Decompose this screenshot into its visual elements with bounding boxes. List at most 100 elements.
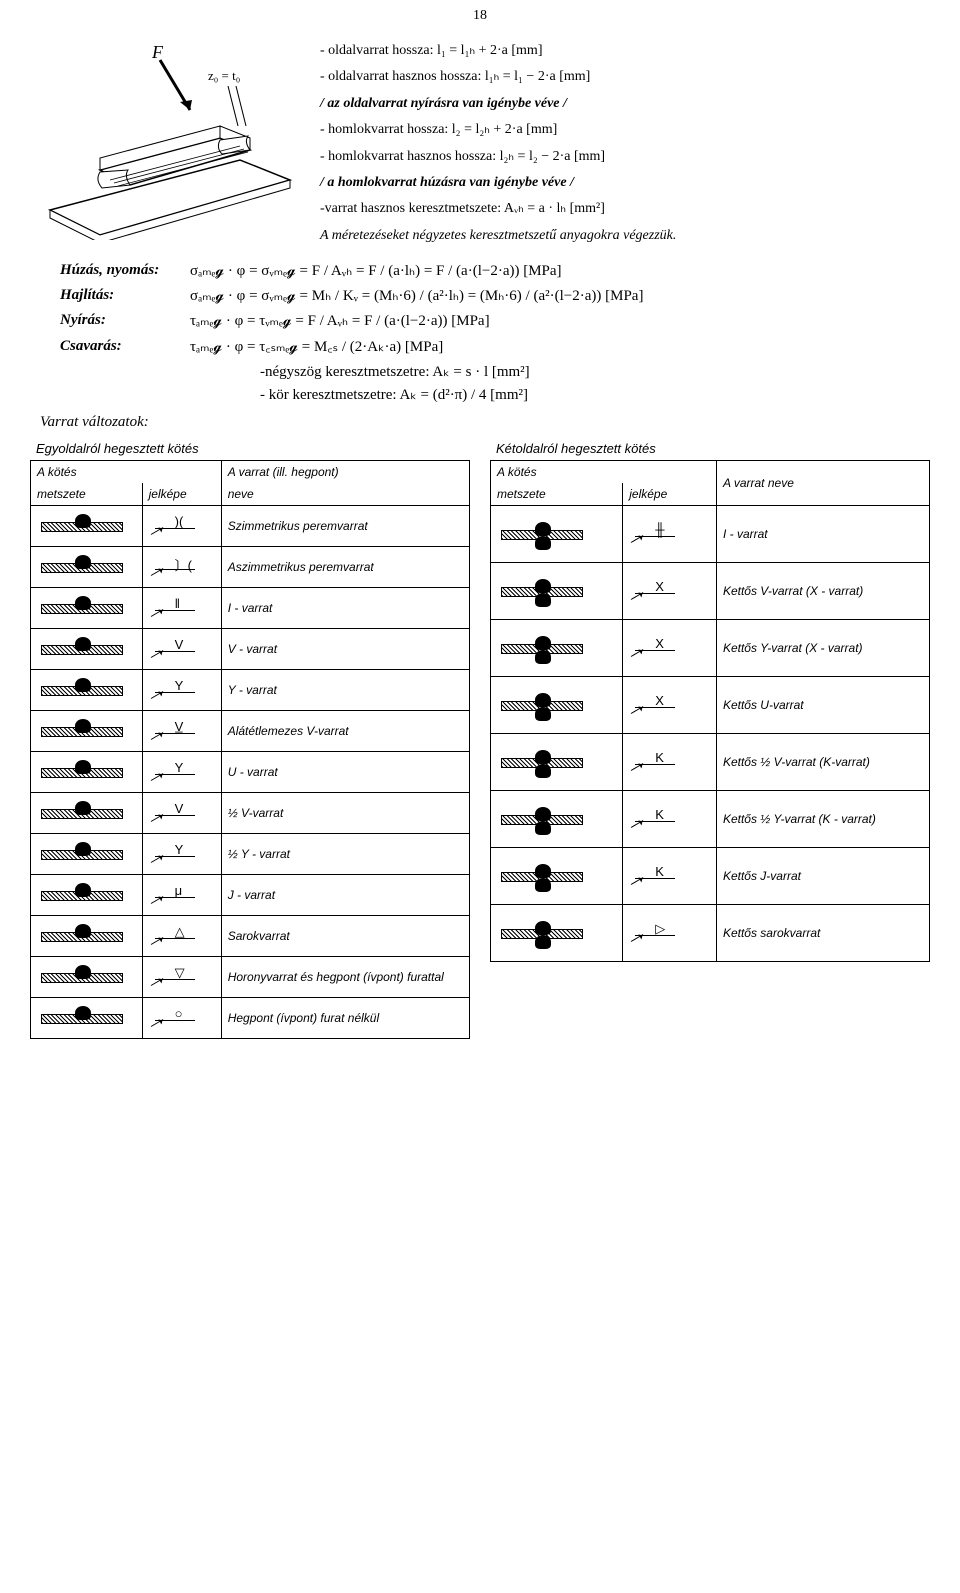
table-row: Y½ Y - varrat	[31, 834, 470, 875]
weld-name: Kettős Y-varrat (X - varrat)	[716, 620, 929, 677]
weld-symbol: Y	[142, 834, 221, 875]
weld-symbol: X	[623, 563, 717, 620]
right-table-title: Kétoldalról hegesztett kötés	[490, 441, 930, 460]
left-col2: jelképe	[142, 483, 221, 506]
weld-cross-section	[31, 588, 143, 629]
weld-name: Kettős ½ Y-varrat (K - varrat)	[716, 791, 929, 848]
weld-symbol: K	[623, 791, 717, 848]
weld-symbol: K	[623, 848, 717, 905]
csavaras-label: Csavarás:	[60, 338, 190, 355]
eq-avh: -varrat hasznos keresztmetszete: Aᵥₕ = a…	[320, 198, 920, 220]
weld-symbol: ╫	[623, 506, 717, 563]
weld-symbol: V	[142, 629, 221, 670]
weld-name: Kettős sarokvarrat	[716, 905, 929, 962]
weld-cross-section	[31, 875, 143, 916]
right-col1: metszete	[491, 483, 623, 506]
row-nyiras: Nyírás: τₐₘₑ𝓰 · φ = τᵥₘₑ𝓰 = F / Aᵥₕ = F …	[60, 311, 920, 330]
right-col-group-a: A kötés	[491, 461, 717, 484]
isometric-diagram: F z₀ = t₀	[40, 40, 300, 240]
nyiras-label: Nyírás:	[60, 312, 190, 329]
weld-symbol: X	[623, 677, 717, 734]
table-row: △Sarokvarrat	[31, 916, 470, 957]
weld-name: I - varrat	[716, 506, 929, 563]
table-row: KKettős ½ V-varrat (K-varrat)	[491, 734, 930, 791]
equations-list: - oldalvarrat hossza: l₁ = l₁ₕ + 2·a [mm…	[320, 40, 920, 251]
weld-cross-section	[491, 563, 623, 620]
weld-name: Horonyvarrat és hegpont (ívpont) furatta…	[221, 957, 469, 998]
table-row: ╫I - varrat	[491, 506, 930, 563]
weld-name: ½ Y - varrat	[221, 834, 469, 875]
weld-name: I - varrat	[221, 588, 469, 629]
hajlitas-formula: σₐₘₑ𝓰 · φ = σᵥₘₑ𝓰 = Mₕ / Kᵥ = (Mₕ·6) / (…	[190, 286, 920, 305]
weld-cross-section	[31, 998, 143, 1039]
variants-heading: Varrat változatok:	[0, 408, 960, 431]
right-weld-table: A kötés A varrat neve metszete jelképe ╫…	[490, 460, 930, 962]
eq-l1h: - oldalvarrat hasznos hossza: l₁ₕ = l₁ −…	[320, 66, 920, 88]
weld-cross-section	[31, 506, 143, 547]
weld-cross-section	[31, 711, 143, 752]
weld-symbol: ‖	[142, 588, 221, 629]
table-row: μJ - varrat	[31, 875, 470, 916]
left-col-group-b: A varrat (ill. hegpont)	[221, 461, 469, 484]
table-row: VV - varrat	[31, 629, 470, 670]
row-csavaras: Csavarás: τₐₘₑ𝓰 · φ = τ꜀ₛₘₑ𝓰 = M꜀ₛ / (2·…	[60, 336, 920, 356]
table-row: V½ V-varrat	[31, 793, 470, 834]
eq-note2: / a homlokvarrat húzásra van igénybe vév…	[320, 172, 920, 194]
left-col-group-a: A kötés	[31, 461, 222, 484]
weld-name: Kettős U-varrat	[716, 677, 929, 734]
weld-name: Sarokvarrat	[221, 916, 469, 957]
eq-note1: / az oldalvarrat nyírásra van igénybe vé…	[320, 93, 920, 115]
weld-name: V - varrat	[221, 629, 469, 670]
svg-text:z₀ = t₀: z₀ = t₀	[208, 68, 240, 83]
left-table-title: Egyoldalról hegesztett kötés	[30, 441, 470, 460]
left-weld-table: A kötés A varrat (ill. hegpont) metszete…	[30, 460, 470, 1039]
weld-cross-section	[31, 752, 143, 793]
hajlitas-label: Hajlítás:	[60, 287, 190, 304]
table-row: KKettős ½ Y-varrat (K - varrat)	[491, 791, 930, 848]
weld-name: ½ V-varrat	[221, 793, 469, 834]
weld-cross-section	[491, 677, 623, 734]
table-row: ○Hegpont (ívpont) furat nélkül	[31, 998, 470, 1039]
weld-symbol: Y	[142, 670, 221, 711]
huzas-formula: σₐₘₑ𝓰 · φ = σᵥₘₑ𝓰 = F / Aᵥₕ = F / (a·lₕ)…	[190, 261, 920, 280]
weld-name: Kettős V-varrat (X - varrat)	[716, 563, 929, 620]
eq-l2h: - homlokvarrat hasznos hossza: l₂ₕ = l₂ …	[320, 146, 920, 168]
table-row: ‖I - varrat	[31, 588, 470, 629]
weld-name: Kettős J-varrat	[716, 848, 929, 905]
weld-name: U - varrat	[221, 752, 469, 793]
weld-symbol: V	[142, 793, 221, 834]
weld-cross-section	[31, 670, 143, 711]
weld-name: Y - varrat	[221, 670, 469, 711]
right-col2: jelképe	[623, 483, 717, 506]
weld-name: Szimmetrikus peremvarrat	[221, 506, 469, 547]
weld-symbol: ○	[142, 998, 221, 1039]
weld-cross-section	[491, 905, 623, 962]
svg-text:F: F	[151, 42, 164, 62]
loads-block: Húzás, nyomás: σₐₘₑ𝓰 · φ = σᵥₘₑ𝓰 = F / A…	[0, 261, 960, 404]
weld-cross-section	[491, 620, 623, 677]
table-row: ▷Kettős sarokvarrat	[491, 905, 930, 962]
right-table-wrap: Kétoldalról hegesztett kötés A kötés A v…	[490, 441, 930, 1039]
weld-cross-section	[31, 834, 143, 875]
weld-cross-section	[31, 916, 143, 957]
huzas-label: Húzás, nyomás:	[60, 262, 190, 279]
table-row: YY - varrat	[31, 670, 470, 711]
weld-symbol: △	[142, 916, 221, 957]
nyiras-formula: τₐₘₑ𝓰 · φ = τᵥₘₑ𝓰 = F / Aᵥₕ = F / (a·(l−…	[190, 311, 920, 330]
weld-symbol: ▽	[142, 957, 221, 998]
circ-section-note: - kör keresztmetszetre: Aₖ = (d²·π) / 4 …	[60, 385, 920, 404]
weld-symbol: V̲	[142, 711, 221, 752]
table-row: XKettős V-varrat (X - varrat)	[491, 563, 930, 620]
weld-cross-section	[31, 957, 143, 998]
left-table-wrap: Egyoldalról hegesztett kötés A kötés A v…	[30, 441, 470, 1039]
table-row: )(Szimmetrikus peremvarrat	[31, 506, 470, 547]
weld-name: Kettős ½ V-varrat (K-varrat)	[716, 734, 929, 791]
table-row: XKettős Y-varrat (X - varrat)	[491, 620, 930, 677]
weld-cross-section	[491, 734, 623, 791]
weld-symbol: )(	[142, 506, 221, 547]
right-col-group-b: A varrat neve	[716, 461, 929, 506]
table-row: KKettős J-varrat	[491, 848, 930, 905]
eq-note3: A méretezéseket négyzetes keresztmetszet…	[320, 225, 920, 247]
weld-symbol: μ	[142, 875, 221, 916]
weld-name: J - varrat	[221, 875, 469, 916]
